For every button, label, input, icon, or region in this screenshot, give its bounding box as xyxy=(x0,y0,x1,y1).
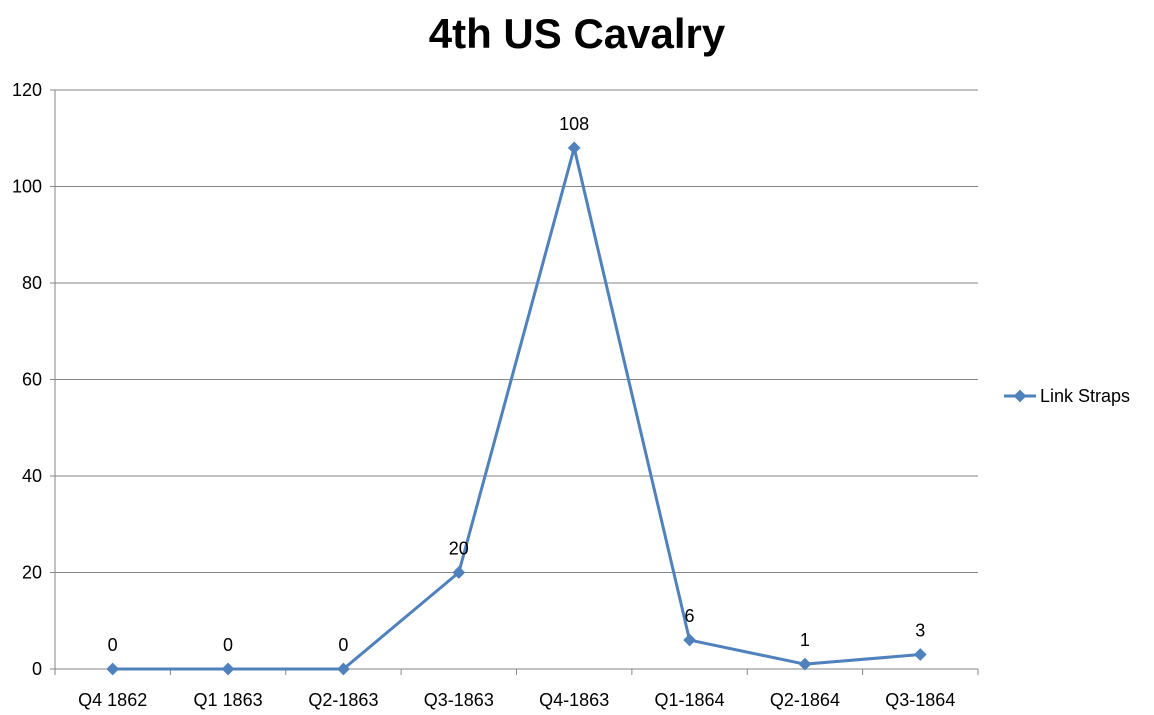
legend-label-link-straps: Link Straps xyxy=(1040,386,1130,406)
x-tick-label: Q3-1863 xyxy=(424,690,494,710)
y-tick-label: 80 xyxy=(22,273,42,293)
y-tick-label: 0 xyxy=(32,659,42,679)
chart-title: 4th US Cavalry xyxy=(428,10,726,57)
data-label: 0 xyxy=(223,635,233,655)
data-labels: 0 0 0 20 108 6 1 3 xyxy=(108,114,926,655)
x-tick-label: Q4 1862 xyxy=(78,690,147,710)
y-tick-label: 60 xyxy=(22,370,42,390)
series-layer xyxy=(106,141,927,676)
data-label: 6 xyxy=(685,606,695,626)
x-tick-label: Q3-1864 xyxy=(885,690,955,710)
gridlines xyxy=(55,89,978,573)
x-axis-ticks: Q4 1862 Q1 1863 Q2-1863 Q3-1863 Q4-1863 Q1-18… xyxy=(78,690,955,710)
data-label: 108 xyxy=(559,114,589,134)
y-tick-label: 40 xyxy=(22,466,42,486)
y-tick-label: 20 xyxy=(22,563,42,583)
data-label: 0 xyxy=(338,635,348,655)
data-label: 3 xyxy=(915,621,925,641)
y-tick-label: 100 xyxy=(12,177,42,197)
data-label: 1 xyxy=(800,630,810,650)
data-label: 20 xyxy=(449,539,469,559)
x-tick-label: Q2-1864 xyxy=(770,690,840,710)
x-tick-label: Q4-1863 xyxy=(539,690,609,710)
data-point xyxy=(913,648,927,661)
data-point xyxy=(567,141,581,155)
x-tick-label: Q2-1863 xyxy=(308,690,378,710)
legend: Link Straps xyxy=(1004,386,1130,406)
x-tick-label: Q1 1863 xyxy=(194,690,263,710)
y-tick-label: 120 xyxy=(12,80,42,100)
axes xyxy=(50,89,979,675)
x-tick-label: Q1-1864 xyxy=(655,690,725,710)
series-line xyxy=(112,146,921,671)
legend-marker xyxy=(1013,389,1027,403)
data-point xyxy=(221,662,235,676)
data-point xyxy=(106,662,120,676)
y-axis-ticks: 0 20 40 60 80 100 120 xyxy=(12,80,42,679)
data-label: 0 xyxy=(108,635,118,655)
data-point xyxy=(683,633,696,647)
